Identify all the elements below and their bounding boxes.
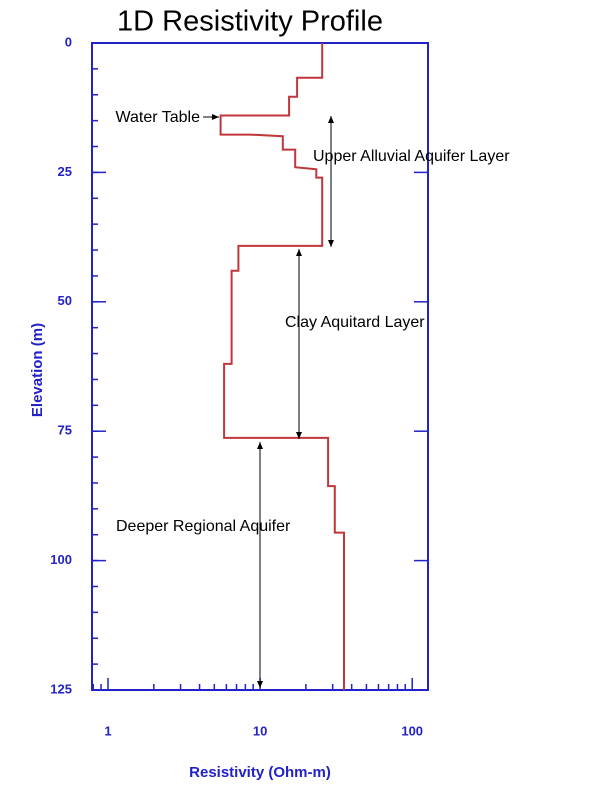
annotation: Water Table xyxy=(116,109,201,126)
y-tick-label: 50 xyxy=(58,293,72,308)
y-axis-label: Elevation (m) xyxy=(29,323,46,417)
y-tick-label: 25 xyxy=(58,164,72,179)
y-tick-label: 100 xyxy=(50,552,72,567)
x-tick-label: 1 xyxy=(104,723,111,738)
x-tick-label: 10 xyxy=(253,723,267,738)
annotation: Upper Alluvial Aquifer Layer xyxy=(313,148,510,165)
annotation: Deeper Regional Aquifer xyxy=(116,518,291,535)
y-tick-label: 75 xyxy=(58,423,72,438)
annotation: Clay Aquitard Layer xyxy=(285,314,425,331)
annotations: Water Table Upper Alluvial Aquifer Layer… xyxy=(116,109,510,688)
profile-line xyxy=(219,43,345,690)
y-tick-label: 125 xyxy=(50,681,72,696)
x-tick-label: 100 xyxy=(401,723,423,738)
chart-title: 1D Resistivity Profile xyxy=(117,6,383,38)
y-tick-label: 0 xyxy=(65,34,72,49)
x-axis-label: Resistivity (Ohm-m) xyxy=(189,764,331,781)
